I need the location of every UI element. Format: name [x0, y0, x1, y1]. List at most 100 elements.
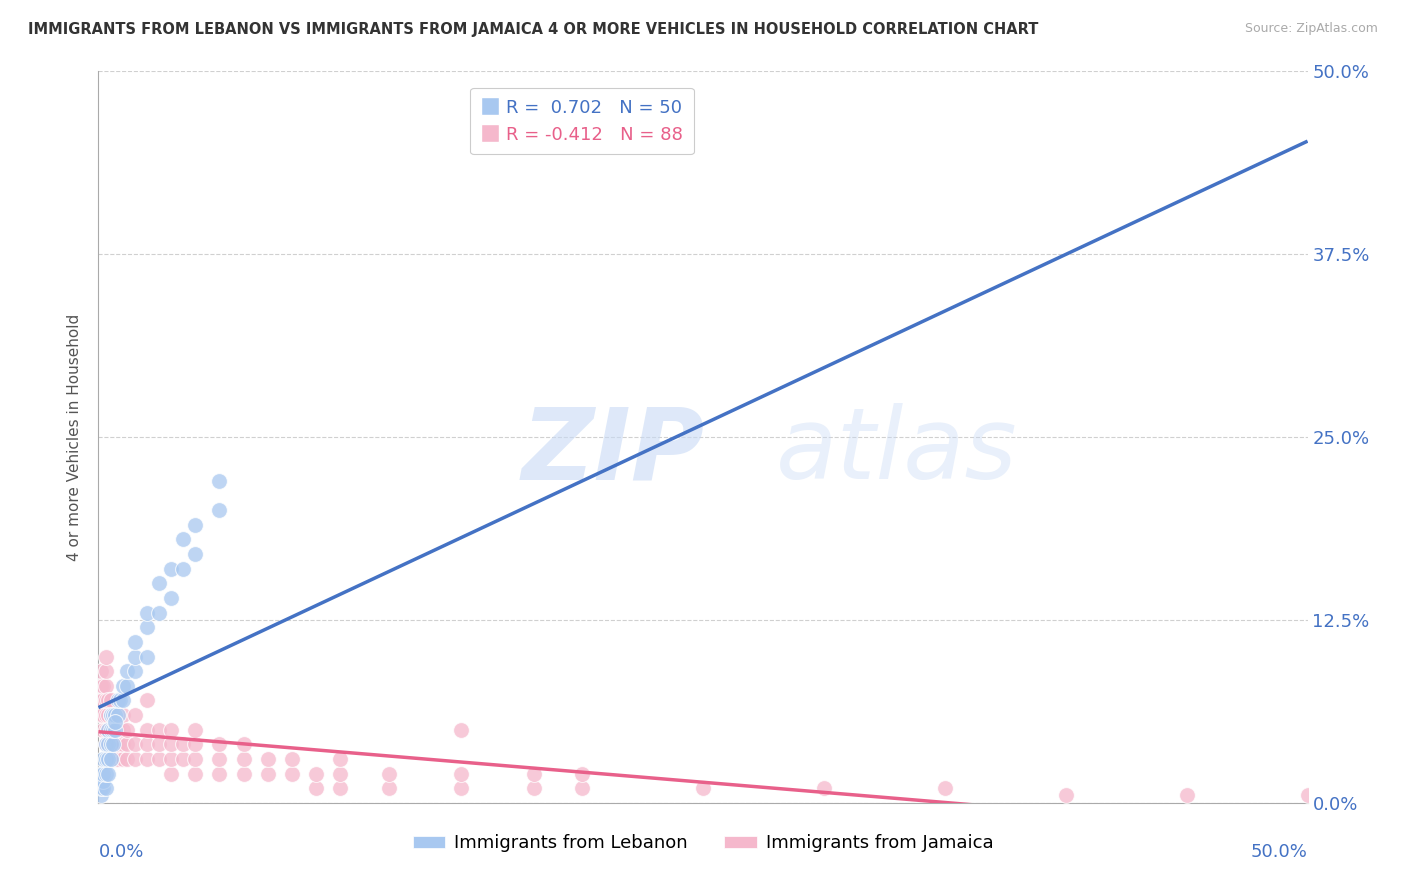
- Point: [100, 737, 122, 751]
- Point: [94, 664, 117, 678]
- Point: [91, 679, 114, 693]
- Y-axis label: 4 or more Vehicles in Household: 4 or more Vehicles in Household: [67, 313, 83, 561]
- Point: [329, 752, 352, 766]
- Point: [97, 752, 120, 766]
- Point: [101, 708, 124, 723]
- Point: [90, 679, 112, 693]
- Point: [91, 781, 114, 796]
- Point: [135, 649, 157, 664]
- Point: [97, 766, 120, 780]
- Point: [934, 781, 956, 796]
- Point: [100, 708, 122, 723]
- Point: [107, 708, 129, 723]
- Point: [90, 693, 112, 707]
- Point: [104, 715, 127, 730]
- Point: [450, 781, 472, 796]
- Point: [377, 766, 399, 780]
- Point: [94, 723, 117, 737]
- Point: [1054, 789, 1077, 803]
- Point: [111, 708, 134, 723]
- Point: [91, 773, 114, 788]
- Point: [256, 752, 278, 766]
- Point: [90, 708, 112, 723]
- Point: [100, 708, 122, 723]
- Point: [124, 635, 146, 649]
- Point: [107, 752, 129, 766]
- Point: [172, 737, 194, 751]
- Point: [377, 781, 399, 796]
- Point: [104, 752, 127, 766]
- Point: [208, 766, 231, 780]
- Point: [117, 664, 139, 678]
- Point: [94, 752, 117, 766]
- Point: [91, 766, 114, 780]
- Point: [124, 737, 146, 751]
- Legend: Immigrants from Lebanon, Immigrants from Jamaica: Immigrants from Lebanon, Immigrants from…: [405, 827, 1001, 860]
- Point: [1175, 789, 1198, 803]
- Point: [100, 737, 122, 751]
- Point: [208, 752, 231, 766]
- Text: 50.0%: 50.0%: [1251, 843, 1308, 861]
- Point: [256, 766, 278, 780]
- Point: [94, 766, 117, 780]
- Text: Source: ZipAtlas.com: Source: ZipAtlas.com: [1244, 22, 1378, 36]
- Point: [135, 693, 157, 707]
- Point: [111, 693, 134, 707]
- Point: [90, 664, 112, 678]
- Text: ZIP: ZIP: [522, 403, 704, 500]
- Point: [111, 723, 134, 737]
- Text: atlas: atlas: [776, 403, 1017, 500]
- Point: [523, 766, 546, 780]
- Point: [135, 620, 157, 634]
- Point: [94, 781, 117, 796]
- Point: [111, 752, 134, 766]
- Point: [184, 737, 207, 751]
- Point: [94, 737, 117, 751]
- Point: [450, 766, 472, 780]
- Point: [104, 737, 127, 751]
- Point: [160, 591, 183, 605]
- Point: [107, 693, 129, 707]
- Point: [148, 576, 170, 591]
- Point: [160, 737, 183, 751]
- Point: [94, 737, 117, 751]
- Point: [208, 503, 231, 517]
- Point: [523, 781, 546, 796]
- Point: [94, 693, 117, 707]
- Point: [160, 752, 183, 766]
- Point: [117, 737, 139, 751]
- Point: [100, 723, 122, 737]
- Point: [160, 766, 183, 780]
- Point: [135, 737, 157, 751]
- Point: [172, 752, 194, 766]
- Point: [172, 562, 194, 576]
- Point: [148, 606, 170, 620]
- Point: [160, 562, 183, 576]
- Text: 0.0%: 0.0%: [98, 843, 143, 861]
- Point: [107, 737, 129, 751]
- Point: [101, 723, 124, 737]
- Point: [450, 723, 472, 737]
- Point: [232, 766, 254, 780]
- Point: [90, 781, 112, 796]
- Point: [107, 723, 129, 737]
- Point: [100, 723, 122, 737]
- Point: [184, 766, 207, 780]
- Point: [117, 723, 139, 737]
- Point: [104, 723, 127, 737]
- Point: [208, 474, 231, 488]
- Point: [94, 708, 117, 723]
- Point: [117, 679, 139, 693]
- Point: [281, 752, 304, 766]
- Point: [90, 766, 112, 780]
- Point: [101, 737, 124, 751]
- Point: [97, 723, 120, 737]
- Point: [571, 766, 593, 780]
- Point: [329, 766, 352, 780]
- Point: [104, 723, 127, 737]
- Point: [305, 766, 328, 780]
- Point: [94, 649, 117, 664]
- Point: [1296, 789, 1319, 803]
- Point: [232, 737, 254, 751]
- Text: IMMIGRANTS FROM LEBANON VS IMMIGRANTS FROM JAMAICA 4 OR MORE VEHICLES IN HOUSEHO: IMMIGRANTS FROM LEBANON VS IMMIGRANTS FR…: [28, 22, 1039, 37]
